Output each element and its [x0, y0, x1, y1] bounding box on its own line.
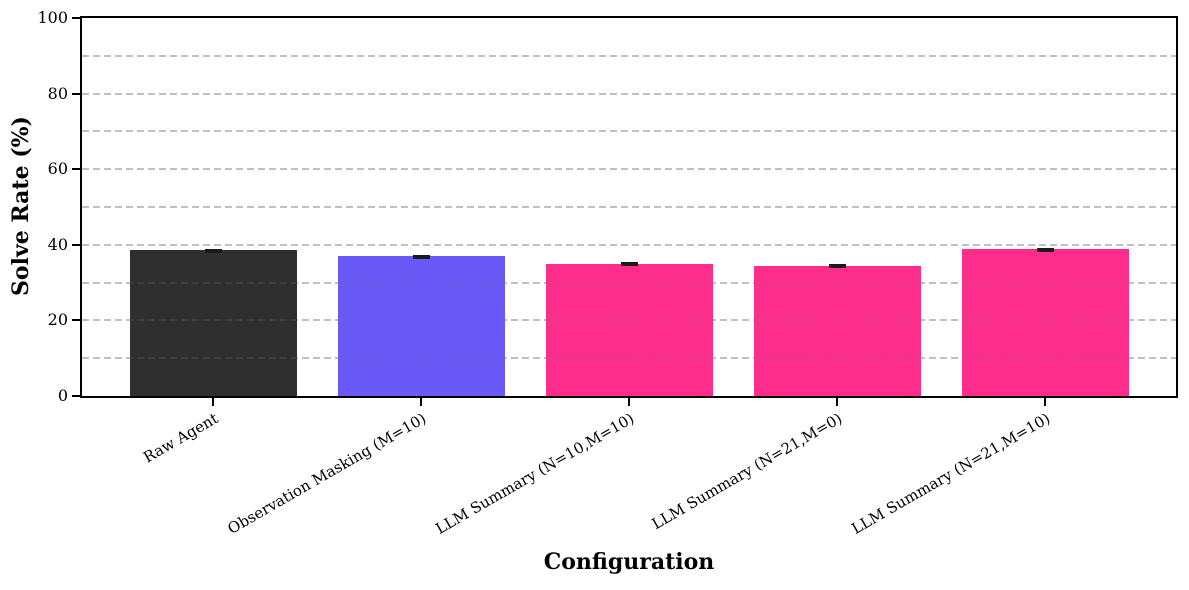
error-bar-cap-bottom	[828, 266, 846, 269]
x-tick	[628, 398, 631, 406]
error-bar	[204, 248, 222, 253]
error-bar-cap-top	[620, 262, 638, 265]
y-tick	[72, 319, 80, 322]
error-bar-cap-bottom	[1036, 249, 1054, 252]
y-tick-label: 40	[47, 234, 68, 254]
gridline-overlay	[82, 54, 1176, 57]
y-tick	[72, 92, 80, 95]
y-tick-label: 0	[57, 386, 68, 405]
gridline-overlay	[82, 206, 1176, 208]
y-tick-label: 20	[47, 310, 68, 330]
y-tick-label: 60	[47, 159, 68, 179]
gridline-overlay	[82, 243, 1176, 246]
bar	[961, 249, 1129, 396]
gridline-overlay	[82, 168, 1176, 171]
gridline	[82, 130, 1176, 133]
gridline	[82, 168, 1176, 171]
gridline-overlay	[82, 92, 1176, 95]
error-bar-cap-top	[204, 248, 222, 251]
y-tick	[72, 395, 80, 397]
y-tick-label: 80	[47, 83, 68, 103]
error-bar-cap-top	[412, 254, 430, 257]
y-tick	[72, 17, 80, 19]
error-bar	[1036, 247, 1054, 252]
error-bar-cap-bottom	[412, 256, 430, 259]
bar	[337, 256, 505, 396]
bar	[753, 265, 921, 396]
error-bar-cap-bottom	[204, 250, 222, 253]
gridline	[82, 92, 1176, 95]
gridline	[82, 243, 1176, 246]
x-tick	[420, 398, 423, 406]
error-bar	[828, 264, 846, 269]
x-tick	[212, 398, 215, 406]
x-tick	[1044, 398, 1047, 406]
error-bar	[620, 262, 638, 267]
gridline-overlay	[82, 281, 1176, 284]
plot-area	[80, 16, 1178, 398]
gridline	[82, 54, 1176, 57]
error-bar-cap-top	[1036, 247, 1054, 250]
y-tick	[72, 243, 80, 246]
x-tick	[836, 398, 839, 406]
y-axis-label: Solve Rate (%)	[8, 116, 34, 296]
y-tick-label: 100	[37, 8, 68, 27]
x-axis-label: Configuration	[543, 549, 715, 575]
x-tick-label: LLM Summary (N=21,M=10)	[848, 409, 1054, 538]
bar	[545, 263, 713, 396]
gridline	[82, 206, 1176, 208]
error-bar	[412, 254, 430, 259]
gridline-overlay	[82, 357, 1176, 360]
gridline-overlay	[82, 130, 1176, 133]
bar	[129, 250, 297, 396]
error-bar-cap-bottom	[620, 264, 638, 267]
gridline-overlay	[82, 319, 1176, 322]
y-tick	[72, 168, 80, 171]
error-bar-cap-top	[828, 264, 846, 267]
